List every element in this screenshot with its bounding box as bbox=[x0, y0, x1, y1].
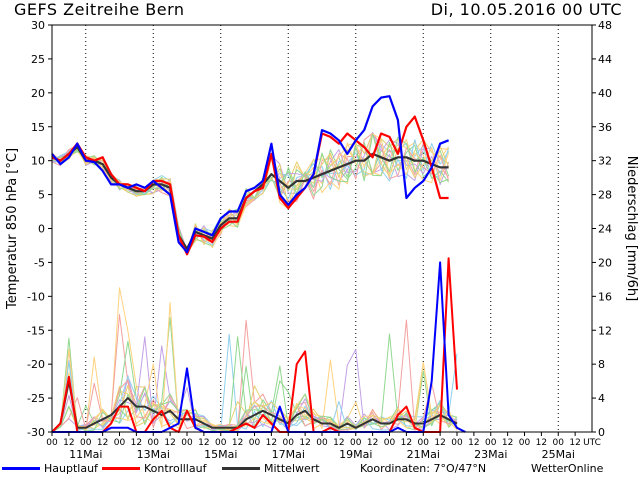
y-left-tick-label: -20 bbox=[27, 358, 45, 371]
x-hour-label: 00 bbox=[418, 438, 430, 448]
x-hour-label: 00 bbox=[519, 438, 531, 448]
legend-main: Hauptlauf bbox=[2, 462, 98, 475]
ensemble-member-precip bbox=[51, 287, 458, 433]
x-date-label: 21Mai bbox=[407, 448, 440, 461]
x-hour-label: 12 bbox=[232, 438, 243, 448]
x-date-label: 17Mai bbox=[272, 448, 305, 461]
legend-control-swatch bbox=[102, 466, 140, 470]
x-hour-label: 12 bbox=[266, 438, 277, 448]
x-hour-label: 00 bbox=[181, 438, 193, 448]
y-right-tick-label: 36 bbox=[598, 121, 612, 134]
x-date-label: 25Mai bbox=[542, 448, 575, 461]
x-hour-label: 12 bbox=[569, 438, 580, 448]
x-date-label: 19Mai bbox=[339, 448, 372, 461]
ensemble-member-precip bbox=[51, 333, 458, 433]
series-control-temp bbox=[51, 115, 449, 256]
y-left-tick-label: 0 bbox=[38, 223, 45, 236]
x-hour-label: 12 bbox=[502, 438, 513, 448]
legend: Hauptlauf Kontrolllauf Mittelwert Koordi… bbox=[0, 460, 640, 478]
x-hour-label: 00 bbox=[148, 438, 160, 448]
legend-mean-swatch bbox=[222, 466, 260, 470]
plot-area bbox=[52, 25, 592, 432]
x-hour-label: 00 bbox=[384, 438, 396, 448]
x-date-label: 15Mai bbox=[204, 448, 237, 461]
x-hour-label: 12 bbox=[198, 438, 209, 448]
x-hour-label: 12 bbox=[401, 438, 412, 448]
x-hour-label: 12 bbox=[333, 438, 344, 448]
coordinates: Koordinaten: 7°O/47°N bbox=[360, 462, 487, 475]
x-hour-label: 12 bbox=[434, 438, 445, 448]
run-timestamp: Di, 10.05.2016 00 UTC bbox=[430, 0, 622, 19]
y-right-tick-label: 20 bbox=[598, 256, 612, 269]
x-hour-label: 12 bbox=[536, 438, 547, 448]
y-right-tick-label: 32 bbox=[598, 155, 612, 168]
y-left-tick-label: -30 bbox=[27, 426, 45, 439]
brand-label: WetterOnline bbox=[531, 462, 604, 475]
x-hour-label: UTC bbox=[583, 438, 601, 448]
x-hour-label: 12 bbox=[63, 438, 74, 448]
legend-mean: Mittelwert bbox=[222, 462, 320, 475]
y-right-tick-label: 0 bbox=[598, 426, 605, 439]
legend-main-swatch bbox=[2, 466, 40, 470]
x-hour-label: 12 bbox=[468, 438, 479, 448]
y-left-tick-label: -5 bbox=[34, 256, 45, 269]
x-hour-label: 12 bbox=[299, 438, 310, 448]
y-left-axis-title: Temperatur 850 hPa [°C] bbox=[5, 148, 20, 310]
legend-main-label: Hauptlauf bbox=[44, 462, 98, 475]
y-right-tick-label: 4 bbox=[598, 392, 605, 405]
y-left-tick-label: 20 bbox=[31, 87, 45, 100]
legend-mean-label: Mittelwert bbox=[264, 462, 320, 475]
legend-control-label: Kontrolllauf bbox=[144, 462, 207, 475]
x-hour-label: 12 bbox=[131, 438, 142, 448]
ensemble-member-precip bbox=[51, 333, 458, 433]
x-hour-label: 00 bbox=[350, 438, 362, 448]
x-hour-label: 12 bbox=[97, 438, 108, 448]
x-hour-label: 00 bbox=[249, 438, 261, 448]
y-right-axis-title: Niederschlag [mm/6h] bbox=[624, 156, 639, 301]
x-hour-label: 12 bbox=[367, 438, 378, 448]
y-left-tick-label: 25 bbox=[31, 53, 45, 66]
x-hour-label: 00 bbox=[451, 438, 463, 448]
x-hour-label: 00 bbox=[215, 438, 227, 448]
y-right-tick-label: 40 bbox=[598, 87, 612, 100]
y-right-tick-label: 28 bbox=[598, 189, 612, 202]
y-right-tick-label: 8 bbox=[598, 358, 605, 371]
y-right-tick-label: 48 bbox=[598, 19, 612, 32]
legend-control: Kontrolllauf bbox=[102, 462, 206, 475]
y-left-tick-label: 5 bbox=[38, 189, 45, 202]
y-right-tick-label: 16 bbox=[598, 290, 612, 303]
series-main-temp bbox=[51, 95, 450, 254]
x-hour-label: 00 bbox=[80, 438, 92, 448]
x-hour-label: 12 bbox=[164, 438, 175, 448]
x-date-label: 23Mai bbox=[474, 448, 507, 461]
y-left-tick-label: -10 bbox=[27, 290, 45, 303]
x-hour-label: 00 bbox=[283, 438, 295, 448]
y-right-tick-label: 12 bbox=[598, 324, 612, 337]
x-hour-label: 00 bbox=[485, 438, 497, 448]
y-right-tick-label: 44 bbox=[598, 53, 612, 66]
y-left-tick-label: 30 bbox=[31, 19, 45, 32]
x-hour-label: 00 bbox=[553, 438, 565, 448]
x-date-label: 13Mai bbox=[137, 448, 170, 461]
x-hour-label: 00 bbox=[316, 438, 328, 448]
y-left-tick-label: -15 bbox=[27, 324, 45, 337]
x-hour-label: 00 bbox=[114, 438, 126, 448]
y-left-tick-label: -25 bbox=[27, 392, 45, 405]
y-left-tick-label: 15 bbox=[31, 121, 45, 134]
y-left-tick-label: 10 bbox=[31, 155, 45, 168]
x-date-label: 11Mai bbox=[69, 448, 102, 461]
ensemble-member-precip bbox=[51, 362, 458, 433]
chart-title: GEFS Zeitreihe Bern bbox=[14, 0, 185, 19]
x-hour-label: 00 bbox=[46, 438, 58, 448]
y-right-tick-label: 24 bbox=[598, 223, 612, 236]
